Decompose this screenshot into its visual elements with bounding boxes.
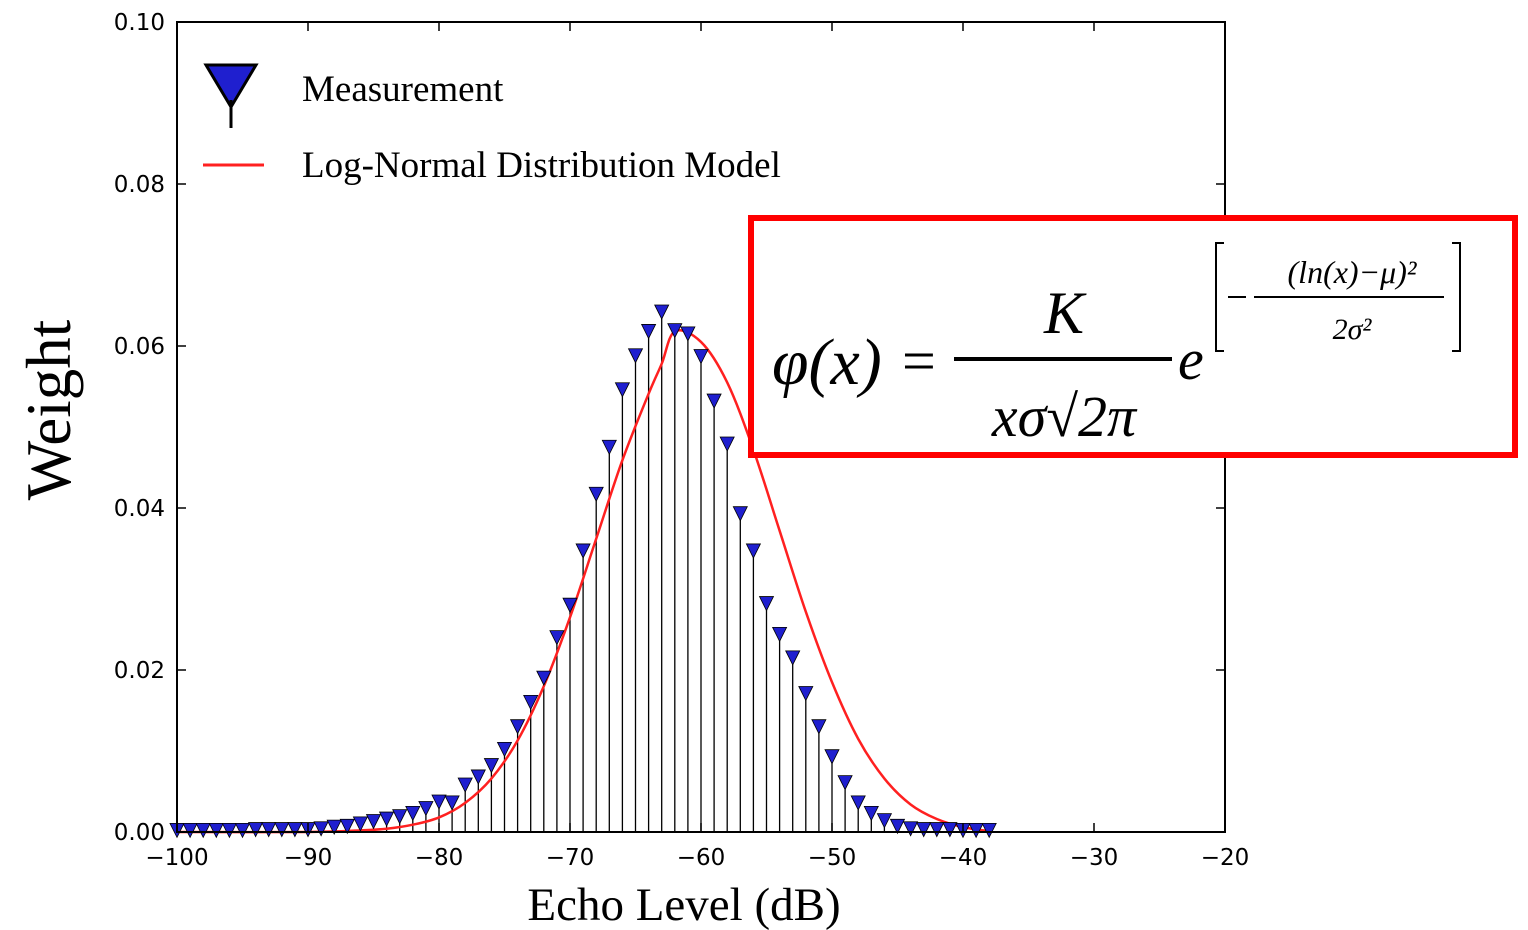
measurement-point bbox=[509, 719, 526, 735]
measurement-point bbox=[771, 626, 788, 643]
formula-highlight-box: φ(x) = K xσ√2π e (ln(x)−μ)² 2σ² bbox=[748, 215, 1518, 458]
measurement-point bbox=[798, 686, 814, 702]
y-tick-label: 0.00 bbox=[114, 820, 165, 846]
measurement-point bbox=[680, 326, 696, 342]
legend-measurement-marker bbox=[203, 63, 259, 110]
measurement-point bbox=[496, 741, 513, 758]
measurement-point bbox=[339, 818, 355, 835]
y-tick-label: 0.10 bbox=[114, 10, 165, 36]
formula-exponent-numerator: (ln(x)−μ)² bbox=[1288, 254, 1418, 290]
measurement-point bbox=[837, 775, 853, 791]
measurement-point bbox=[902, 821, 919, 837]
right-bracket bbox=[1452, 242, 1461, 352]
x-tick-label: −70 bbox=[546, 845, 595, 871]
measurement-point bbox=[352, 816, 369, 832]
measurement-point bbox=[916, 822, 932, 838]
formula-base: e bbox=[1178, 327, 1204, 392]
x-axis-title: Echo Level (dB) bbox=[527, 879, 840, 930]
measurement-point bbox=[444, 795, 460, 811]
measurement-point bbox=[719, 436, 735, 452]
measurement-point bbox=[261, 822, 277, 838]
measurement-point bbox=[811, 719, 827, 735]
x-tick-label: −40 bbox=[939, 845, 988, 871]
model-line bbox=[176, 329, 990, 834]
y-tick-label: 0.06 bbox=[114, 334, 165, 360]
x-tick-label: −20 bbox=[1201, 845, 1250, 871]
measurement-point bbox=[365, 814, 382, 830]
measurement-point bbox=[654, 304, 670, 320]
measurement-point bbox=[785, 650, 801, 666]
measurement-point bbox=[588, 486, 604, 503]
measurement-point bbox=[693, 349, 709, 365]
x-tick-label: −100 bbox=[145, 845, 208, 871]
model-line-group bbox=[176, 329, 990, 834]
measurement-point bbox=[732, 506, 748, 522]
measurement-point bbox=[536, 670, 552, 686]
legend-measurement-label: Measurement bbox=[302, 69, 504, 110]
measurement-point bbox=[640, 324, 657, 340]
measurement-point bbox=[863, 805, 879, 822]
y-axis-title: Weight bbox=[14, 319, 84, 500]
x-tick-label: −80 bbox=[415, 845, 464, 871]
measurement-point bbox=[745, 543, 762, 559]
x-tick-label: −50 bbox=[808, 845, 857, 871]
measurement-point bbox=[758, 596, 775, 612]
measurement-point bbox=[483, 758, 500, 774]
x-tick-label: −90 bbox=[284, 845, 333, 871]
measurement-point bbox=[601, 439, 617, 456]
x-tick-label: −30 bbox=[1070, 845, 1119, 871]
measurement-point bbox=[326, 819, 342, 836]
formula-exponent-denominator: 2σ² bbox=[1333, 313, 1373, 346]
y-tick-label: 0.08 bbox=[114, 172, 165, 198]
measurement-point bbox=[208, 822, 224, 839]
measurement-point bbox=[968, 822, 984, 839]
measurement-point bbox=[313, 821, 329, 837]
measurement-point bbox=[942, 822, 958, 838]
measurement-point bbox=[667, 323, 683, 339]
measurement-point bbox=[549, 630, 565, 646]
measurement-point bbox=[405, 805, 421, 822]
measurement-point bbox=[287, 822, 303, 838]
formula: φ(x) = K xσ√2π e (ln(x)−μ)² 2σ² bbox=[772, 242, 1461, 449]
measurement-point bbox=[876, 813, 893, 829]
measurement-point bbox=[706, 393, 722, 409]
x-axis-ticks: −100 −90 −80 −70 −60 −50 −40 −30 −20 bbox=[145, 22, 1249, 871]
measurement-point bbox=[929, 822, 945, 838]
measurement-point bbox=[378, 811, 395, 827]
measurement-point bbox=[418, 801, 434, 817]
y-tick-label: 0.02 bbox=[114, 658, 165, 684]
measurement-point bbox=[274, 822, 290, 838]
measurement-point bbox=[470, 769, 486, 785]
measurement-point bbox=[182, 822, 198, 839]
measurement-point bbox=[392, 809, 408, 825]
formula-lhs: φ(x) bbox=[772, 326, 882, 399]
measurement-point bbox=[627, 348, 644, 364]
measurement-point bbox=[850, 795, 866, 811]
measurement-point bbox=[523, 695, 539, 711]
formula-numerator: K bbox=[1043, 280, 1087, 346]
measurement-point bbox=[431, 794, 447, 810]
legend-model-label: Log-Normal Distribution Model bbox=[302, 145, 781, 186]
measurement-point bbox=[457, 777, 473, 793]
y-tick-label: 0.04 bbox=[114, 496, 165, 522]
x-tick-label: −60 bbox=[677, 845, 726, 871]
legend: Measurement Log-Normal Distribution Mode… bbox=[203, 63, 781, 186]
left-bracket bbox=[1215, 242, 1224, 352]
measurement-point bbox=[195, 822, 211, 839]
formula-denominator: xσ√2π bbox=[991, 384, 1138, 449]
measurement-point bbox=[824, 749, 840, 765]
measurement-markers bbox=[169, 304, 997, 839]
measurement-point bbox=[247, 822, 264, 838]
measurement-point bbox=[889, 818, 906, 835]
measurement-point bbox=[234, 822, 251, 839]
measurement-point bbox=[562, 597, 578, 614]
measurement-point bbox=[221, 822, 238, 839]
measurement-point bbox=[575, 543, 591, 559]
measurement-point bbox=[981, 822, 997, 839]
formula-equals: = bbox=[902, 328, 936, 394]
measurement-point bbox=[614, 382, 631, 398]
